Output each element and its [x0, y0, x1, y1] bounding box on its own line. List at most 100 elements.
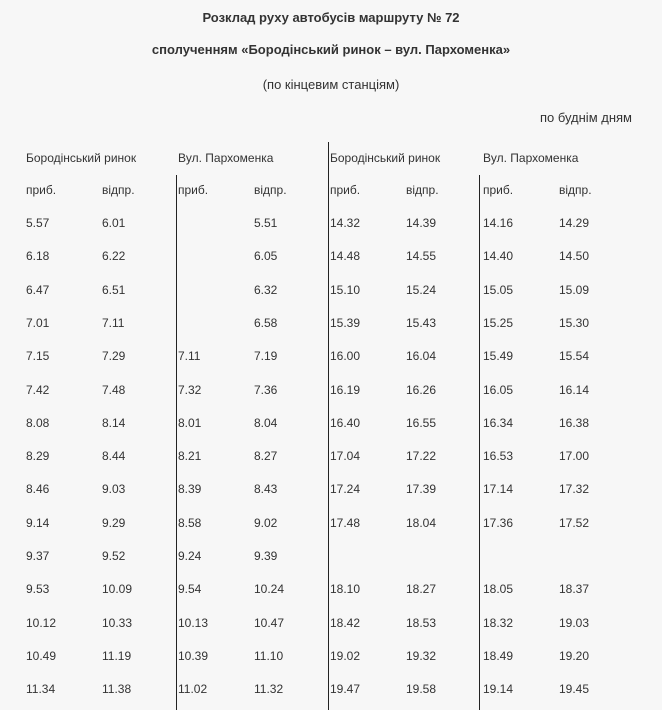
- station-header: Бородінський ринок: [26, 151, 137, 165]
- time-cell: 6.05: [254, 249, 278, 264]
- time-cell: 16.38: [559, 415, 590, 430]
- time-cell: 9.54: [178, 582, 202, 597]
- time-cell: 5.51: [254, 216, 278, 230]
- time-cell: 6.32: [254, 282, 278, 297]
- time-cell: 7.32: [178, 382, 202, 397]
- column-divider: [479, 175, 480, 710]
- time-cell: 19.45: [559, 682, 590, 697]
- time-cell: 17.14: [483, 482, 514, 497]
- time-cell: 9.37: [26, 549, 50, 563]
- time-cell: 15.10: [330, 282, 361, 297]
- time-cell: 7.42: [26, 382, 50, 397]
- route-subtitle: сполученням «Бородінський ринок – вул. П…: [151, 42, 511, 57]
- time-cell: 18.05: [483, 582, 514, 597]
- time-cell: 17.04: [330, 449, 361, 464]
- time-cell: 14.40: [483, 249, 514, 264]
- time-cell: 6.47: [26, 282, 50, 297]
- time-cell: 14.48: [330, 249, 361, 264]
- time-cell: 16.26: [406, 382, 437, 397]
- time-cell: 7.29: [102, 349, 126, 364]
- departure-header: відпр.: [102, 183, 135, 197]
- time-cell: 9.39: [254, 549, 278, 563]
- time-cell: 8.46: [26, 482, 50, 497]
- time-cell: 8.29: [26, 449, 50, 464]
- arrival-header: приб.: [26, 183, 57, 197]
- time-cell: 6.22: [102, 249, 126, 264]
- time-cell: 15.49: [483, 349, 514, 364]
- time-cell: 16.04: [406, 349, 437, 364]
- column-divider: [328, 142, 329, 710]
- time-cell: 19.20: [559, 648, 590, 663]
- time-cell: 16.55: [406, 415, 437, 430]
- time-cell: 18.10: [330, 582, 361, 597]
- time-cell: 16.40: [330, 415, 361, 430]
- time-cell: 8.01: [178, 415, 202, 430]
- time-cell: 16.34: [483, 415, 514, 430]
- time-cell: 18.04: [406, 515, 437, 530]
- time-cell: 19.03: [559, 615, 590, 630]
- time-cell: 19.14: [483, 682, 514, 697]
- arrival-header: приб.: [483, 183, 514, 197]
- time-cell: 8.58: [178, 515, 202, 530]
- time-cell: 15.39: [330, 315, 361, 330]
- time-cell: 18.53: [406, 615, 437, 630]
- time-cell: 15.43: [406, 315, 437, 330]
- page-title: Розклад руху автобусів маршруту № 72: [202, 10, 460, 25]
- time-cell: 9.52: [102, 549, 126, 563]
- time-cell: 11.02: [178, 682, 208, 697]
- time-cell: 19.58: [406, 682, 437, 697]
- time-cell: 17.39: [406, 482, 437, 497]
- departure-header: відпр.: [559, 183, 592, 197]
- time-cell: 19.02: [330, 648, 361, 663]
- time-cell: 17.32: [559, 482, 590, 497]
- time-cell: 18.37: [559, 582, 590, 597]
- time-cell: 11.34: [26, 682, 56, 697]
- arrival-header: приб.: [330, 183, 361, 197]
- time-cell: 14.50: [559, 249, 590, 264]
- time-cell: 18.42: [330, 615, 361, 630]
- time-cell: 14.39: [406, 216, 437, 230]
- time-cell: 17.36: [483, 515, 514, 530]
- time-cell: 8.08: [26, 415, 50, 430]
- time-cell: 7.11: [102, 315, 125, 330]
- time-cell: 7.15: [26, 349, 50, 364]
- time-cell: 17.52: [559, 515, 590, 530]
- time-cell: 15.05: [483, 282, 514, 297]
- time-cell: 10.33: [102, 615, 133, 630]
- time-cell: 8.39: [178, 482, 202, 497]
- time-cell: 15.25: [483, 315, 514, 330]
- time-cell: 11.38: [102, 682, 132, 697]
- time-cell: 9.14: [26, 515, 50, 530]
- time-cell: 10.47: [254, 615, 285, 630]
- time-cell: 10.49: [26, 648, 57, 663]
- time-cell: 10.09: [102, 582, 133, 597]
- time-cell: 6.01: [102, 216, 126, 230]
- time-cell: 9.03: [102, 482, 126, 497]
- time-cell: 11.19: [102, 648, 132, 663]
- time-cell: 14.16: [483, 216, 514, 230]
- time-cell: 16.19: [330, 382, 361, 397]
- time-cell: 9.24: [178, 549, 202, 563]
- time-cell: 9.53: [26, 582, 50, 597]
- time-cell: 17.22: [406, 449, 437, 464]
- time-cell: 9.02: [254, 515, 278, 530]
- arrival-header: приб.: [178, 183, 209, 197]
- time-cell: 17.00: [559, 449, 590, 464]
- station-header: Бородінський ринок: [330, 151, 441, 165]
- time-cell: 8.44: [102, 449, 126, 464]
- time-cell: 10.39: [178, 648, 209, 663]
- time-cell: 18.49: [483, 648, 514, 663]
- time-cell: 9.29: [102, 515, 126, 530]
- time-cell: 14.32: [330, 216, 361, 230]
- time-cell: 8.43: [254, 482, 278, 497]
- time-cell: 5.57: [26, 216, 50, 230]
- time-cell: 8.14: [102, 415, 126, 430]
- time-cell: 15.09: [559, 282, 590, 297]
- departure-header: відпр.: [254, 183, 287, 197]
- time-cell: 14.29: [559, 216, 590, 230]
- time-cell: 10.12: [26, 615, 57, 630]
- departure-header: відпр.: [406, 183, 439, 197]
- stations-note: (по кінцевим станціям): [262, 77, 400, 92]
- time-cell: 7.36: [254, 382, 278, 397]
- time-cell: 16.05: [483, 382, 514, 397]
